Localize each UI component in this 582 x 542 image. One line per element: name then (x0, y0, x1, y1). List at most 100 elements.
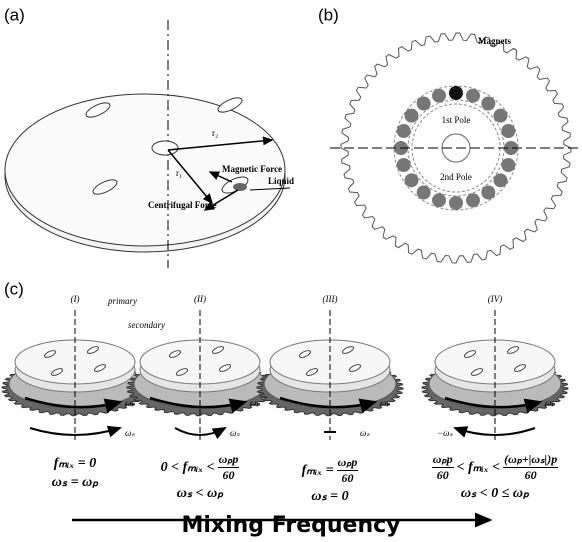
condition-line: 0 < fₘᵢₓ < ωₚp 60 (125, 452, 275, 483)
math-text: ωₚp (336, 455, 359, 471)
math-text: (ωₚ+|ωₛ|)p (503, 452, 559, 468)
panel-label: (b) (318, 5, 339, 24)
label: 1st Pole (442, 115, 471, 125)
magnet (481, 96, 496, 111)
magnet (504, 141, 518, 155)
primary-rotation (444, 396, 543, 414)
slot (348, 364, 362, 372)
secondary-rotation (174, 427, 227, 440)
slot (43, 350, 57, 358)
label: Liquid (268, 176, 294, 186)
slot (341, 346, 355, 354)
slot (92, 179, 118, 195)
panel-label: (c) (4, 279, 24, 298)
slot (513, 364, 527, 372)
omega-label: ωₛ (360, 428, 370, 438)
disc-stack: (II) ωₚ ωₛ (126, 294, 274, 440)
magnet (493, 108, 508, 123)
omega-label: ωₚ (545, 398, 555, 408)
math-text: fₘᵢₓ = (301, 463, 334, 478)
math-text: 0 < fₘᵢₓ < (160, 460, 215, 475)
condition: fₘᵢₓ = 0 ωₛ = ωₚ (0, 455, 150, 493)
condition-line: ωₛ < ωₚ (125, 485, 275, 502)
slot (85, 102, 111, 118)
math-text: ωₛ < 0 ≤ ωₚ (460, 486, 530, 501)
magnet (432, 88, 447, 103)
slot (217, 97, 243, 113)
condition: ωₚp 60 < fₘᵢₓ < (ωₚ+|ωₛ|)p 60 ωₛ < 0 ≤ ωₚ (420, 452, 570, 504)
magnet (501, 157, 516, 172)
force-arrow (208, 171, 233, 183)
label: r₂ (212, 128, 218, 138)
primary-rotation (24, 396, 123, 414)
math-text: ωₛ = ωₚ (51, 475, 99, 490)
condition-line: ωₚp 60 < fₘᵢₓ < (ωₚ+|ωₛ|)p 60 (420, 452, 570, 483)
secondary-rotation (29, 425, 122, 438)
pointer (249, 187, 291, 191)
condition-line: ωₛ = 0 (255, 488, 405, 505)
omega-label: ωₚ (380, 398, 390, 408)
label: secondary (128, 320, 165, 330)
math-text: 60 (222, 468, 235, 482)
liquid-drop (233, 183, 247, 191)
magnet (404, 173, 419, 188)
stage-numeral: (III) (323, 294, 338, 304)
omega-label: ωₚ (250, 398, 260, 408)
radius-arrow (167, 149, 213, 205)
math-text: ωₛ < ωₚ (176, 486, 224, 501)
slot (168, 350, 182, 358)
magnets (394, 86, 518, 210)
math-text: 60 (436, 468, 449, 482)
omega-label: ωₚ (125, 398, 135, 408)
condition: fₘᵢₓ = ωₚp 60 ωₛ = 0 (255, 455, 405, 507)
condition-line: fₘᵢₓ = ωₚp 60 (255, 455, 405, 486)
math-text: < fₘᵢₓ < (456, 460, 501, 475)
magnet (396, 124, 411, 139)
panel-label: (a) (4, 5, 25, 24)
math-text: 60 (524, 468, 537, 482)
magnet (501, 124, 516, 139)
slot (175, 368, 189, 376)
magnet (481, 185, 496, 200)
label: Centrifugal Force (148, 200, 217, 210)
math-text: 60 (341, 471, 354, 485)
primary-rotation (279, 396, 378, 414)
slot (211, 346, 225, 354)
condition-line: ωₛ = ωₚ (0, 474, 150, 491)
radius-arrow (167, 136, 274, 151)
slot (506, 346, 520, 354)
omega-label: ωₛ (230, 428, 240, 438)
magnet (396, 157, 411, 172)
disc-stack: (IV) ωₚ −ωₛ (421, 294, 569, 440)
math-text: ωₚp (217, 452, 240, 468)
primary-rotation (149, 396, 248, 414)
stage-numeral: (I) (71, 294, 80, 304)
hole (151, 140, 179, 156)
slot (463, 350, 477, 358)
label: 2nd Pole (440, 172, 472, 182)
slot (93, 364, 107, 372)
magnet (404, 108, 419, 123)
stage-numeral: (II) (194, 294, 206, 304)
magnet (449, 196, 463, 210)
label: Magnetic Force (222, 164, 282, 174)
force-arrow (203, 189, 239, 211)
omega-label: ωₛ (125, 428, 135, 438)
stage-numeral: (IV) (488, 294, 503, 304)
condition-line: fₘᵢₓ = 0 (0, 455, 150, 472)
magnet (493, 173, 508, 188)
label: primary (107, 296, 137, 306)
slot (470, 368, 484, 376)
fraction: (ωₚ+|ωₛ|)p 60 (503, 452, 559, 483)
fraction: ωₚp 60 (217, 452, 240, 483)
math-text: fₘᵢₓ = 0 (53, 456, 97, 471)
disc-stack: (III) ωₚ ωₛ (256, 294, 404, 440)
math-text: ωₛ = 0 (311, 489, 349, 504)
condition-line: ωₛ < 0 ≤ ωₚ (420, 485, 570, 502)
label: Magnets (478, 36, 511, 46)
slot (218, 364, 232, 372)
magnet (416, 185, 431, 200)
magnet (465, 88, 480, 103)
